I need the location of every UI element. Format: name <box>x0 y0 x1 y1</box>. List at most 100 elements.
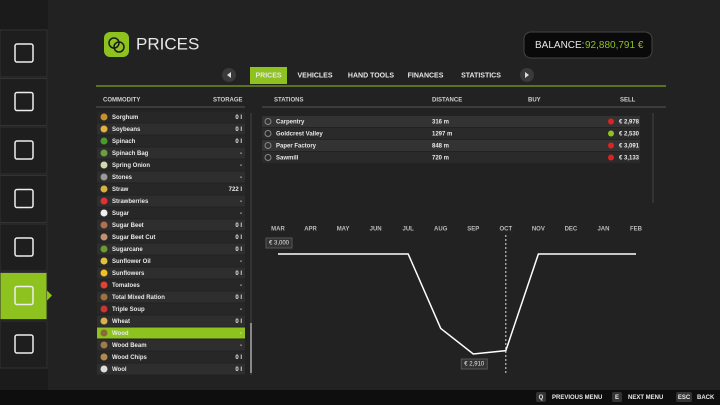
sidebar-icon <box>14 140 34 160</box>
commodity-row[interactable] <box>97 363 245 375</box>
commodity-icon <box>100 185 108 193</box>
station-price: € 3,091 <box>619 144 640 150</box>
commodity-name: Sorghum <box>112 115 138 121</box>
commodity-row[interactable] <box>97 171 245 183</box>
station-icon <box>264 130 272 137</box>
column-header: COMMODITY <box>103 98 140 104</box>
page-title: PRICES <box>136 34 199 53</box>
commodity-name: Sugar Beet <box>112 223 144 229</box>
commodity-storage: 0 l <box>235 247 242 253</box>
balance-box <box>523 31 653 59</box>
station-name: Carpentry <box>276 120 305 126</box>
sidebar-item[interactable] <box>0 320 48 369</box>
commodity-storage: - <box>240 283 242 289</box>
commodity-row[interactable] <box>97 291 245 303</box>
month-label: APR <box>304 227 317 233</box>
key-action: PREVIOUS MENU <box>552 395 602 401</box>
sidebar-item[interactable] <box>0 126 48 175</box>
commodity-row[interactable] <box>97 207 245 219</box>
commodity-icon <box>100 125 108 133</box>
key-action: BACK <box>697 395 715 401</box>
commodity-storage: 0 l <box>235 223 242 229</box>
commodity-storage: - <box>240 307 242 313</box>
price-label: € 3,000 <box>269 241 290 247</box>
sidebar-item[interactable] <box>0 175 48 223</box>
commodity-name: Straw <box>112 187 129 193</box>
station-row[interactable] <box>262 128 640 139</box>
commodity-storage: 0 l <box>235 271 242 277</box>
tab-label: STATISTICS <box>461 72 501 79</box>
station-price: € 2,530 <box>619 132 640 138</box>
commodity-row[interactable] <box>97 243 245 255</box>
sidebar-icon <box>14 285 34 306</box>
station-row[interactable] <box>262 116 640 127</box>
sidebar-icon <box>14 91 34 112</box>
key-badge[interactable] <box>612 392 622 402</box>
commodity-icon <box>100 317 108 325</box>
scroll-thumb[interactable] <box>250 323 252 373</box>
sidebar-item[interactable] <box>0 272 48 320</box>
commodity-row[interactable] <box>97 339 245 351</box>
commodity-storage: 0 l <box>235 319 242 325</box>
tab-label: PRICES <box>255 72 281 79</box>
sidebar-icon <box>14 188 34 209</box>
commodity-row[interactable] <box>97 279 245 291</box>
commodity-row[interactable] <box>97 267 245 279</box>
station-distance: 720 m <box>432 156 449 162</box>
commodity-icon <box>100 161 108 169</box>
commodity-storage: - <box>240 331 242 337</box>
selected-pointer <box>47 290 52 301</box>
commodity-row[interactable] <box>97 255 245 267</box>
tab[interactable] <box>250 67 287 84</box>
tab-label: VEHICLES <box>297 72 332 79</box>
commodity-row[interactable] <box>97 123 245 135</box>
commodity-row[interactable] <box>97 327 245 339</box>
commodity-icon <box>100 341 108 349</box>
commodity-icon <box>100 245 108 253</box>
commodity-storage: - <box>240 343 242 349</box>
key-badge[interactable] <box>676 392 692 402</box>
column-header: DISTANCE <box>432 98 462 104</box>
sidebar-item[interactable] <box>0 223 48 272</box>
sidebar-item[interactable] <box>0 78 48 126</box>
commodity-row[interactable] <box>97 219 245 231</box>
station-row[interactable] <box>262 152 640 163</box>
logo-coin <box>113 41 125 53</box>
month-label: AUG <box>434 227 448 233</box>
commodity-row[interactable] <box>97 111 245 123</box>
sidebar-item[interactable] <box>0 29 48 78</box>
station-row[interactable] <box>262 140 640 151</box>
commodity-icon <box>100 365 108 373</box>
trend-icon <box>608 118 614 125</box>
month-label: NOV <box>532 227 545 233</box>
commodity-icon <box>100 233 108 241</box>
commodity-name: Wheat <box>112 319 130 325</box>
commodity-icon <box>100 197 108 205</box>
commodity-icon <box>100 281 108 289</box>
station-distance: 1297 m <box>432 132 452 138</box>
commodity-row[interactable] <box>97 183 245 195</box>
commodity-row[interactable] <box>97 147 245 159</box>
commodity-storage: - <box>240 163 242 169</box>
month-label: OCT <box>499 227 512 233</box>
commodity-row[interactable] <box>97 159 245 171</box>
month-label: SEP <box>467 227 479 233</box>
commodity-storage: 0 l <box>235 235 242 241</box>
commodity-row[interactable] <box>97 135 245 147</box>
commodity-storage: 0 l <box>235 367 242 373</box>
commodity-row[interactable] <box>97 231 245 243</box>
commodity-name: Sunflowers <box>112 271 145 277</box>
commodity-row[interactable] <box>97 351 245 363</box>
commodity-name: Wool <box>112 367 127 373</box>
commodity-icon <box>100 329 108 337</box>
commodity-name: Spring Onion <box>112 163 150 169</box>
commodity-row[interactable] <box>97 303 245 315</box>
key-badge[interactable] <box>536 392 546 402</box>
commodity-row[interactable] <box>97 315 245 327</box>
commodity-icon <box>100 173 108 181</box>
commodity-row[interactable] <box>97 195 245 207</box>
commodity-name: Sugarcane <box>112 247 143 253</box>
commodity-icon <box>100 353 108 361</box>
commodity-name: Spinach Bag <box>112 151 149 157</box>
